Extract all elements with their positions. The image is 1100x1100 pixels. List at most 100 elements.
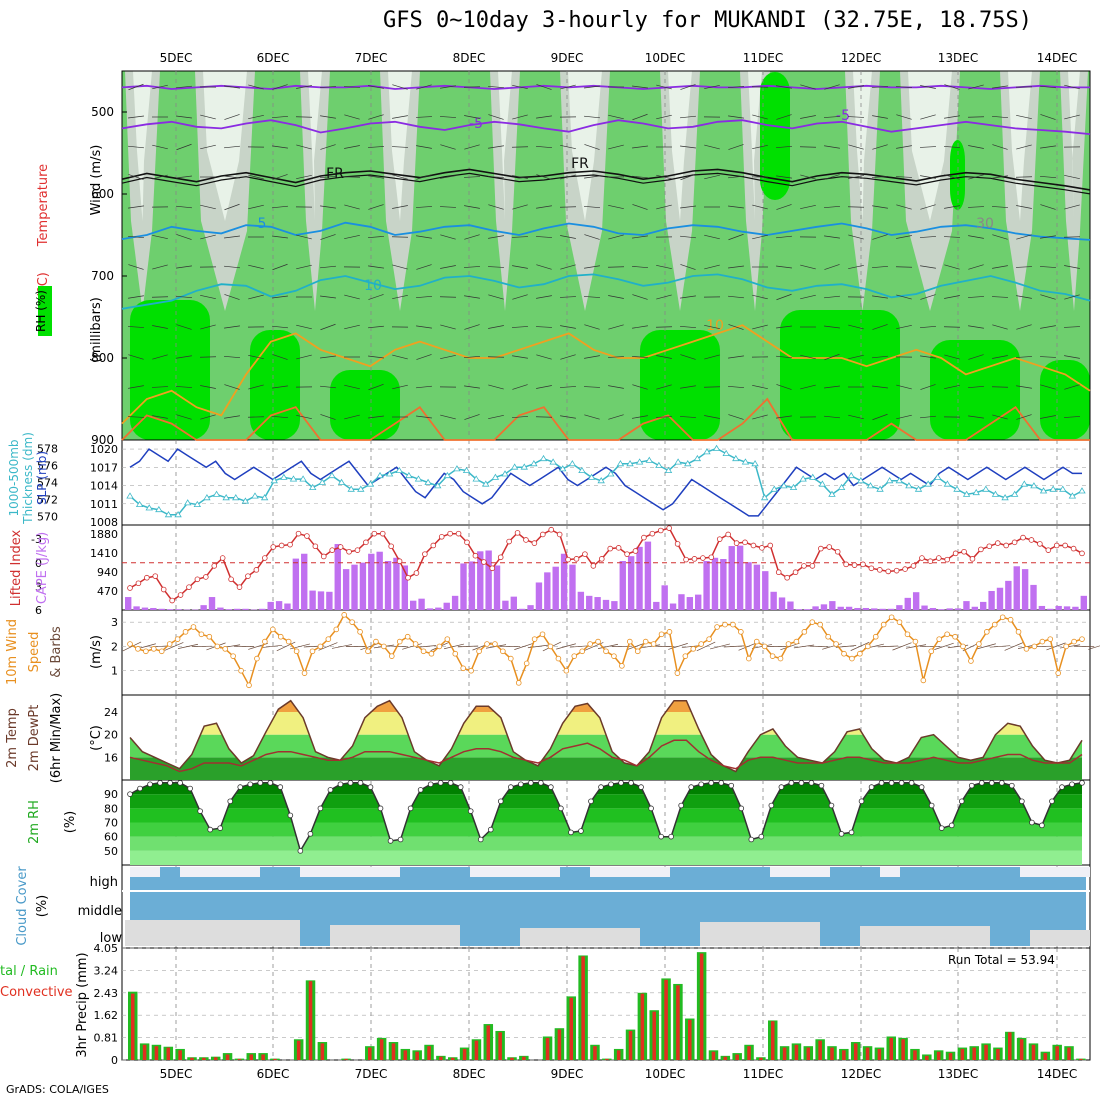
wind-speed-line-point <box>531 636 538 642</box>
rh-line-point <box>1019 798 1025 805</box>
wind-barb <box>248 84 264 90</box>
thickness-line-point <box>780 482 788 489</box>
thickness-line-point <box>405 471 413 479</box>
precip-convective-bar <box>676 985 680 1060</box>
wind-speed-line-point <box>833 641 839 647</box>
wind-barb <box>680 385 696 389</box>
wind-barb <box>704 174 720 180</box>
wind-speed-line-point <box>206 633 213 640</box>
precip-convective-bar <box>154 1046 159 1060</box>
li-line-point <box>531 540 538 546</box>
contour-label: FR <box>571 156 589 172</box>
wind-speed-line-point <box>254 655 260 662</box>
wind-barb <box>536 205 552 209</box>
wind-barb-10m <box>387 645 409 648</box>
wind-speed-line-point <box>809 619 816 625</box>
wind-barb <box>800 384 816 390</box>
rh-line-point <box>808 780 815 786</box>
thickness-line-point <box>434 482 442 489</box>
wind-barb <box>704 264 720 270</box>
li-line-point <box>582 551 588 557</box>
rh-area-group <box>130 782 1082 865</box>
wind-barb <box>824 235 840 239</box>
cape-bar <box>460 563 467 610</box>
rh-line-point <box>147 781 153 788</box>
thickness-line-point <box>568 460 577 467</box>
wind-speed-line-point <box>436 643 443 650</box>
wind-barb <box>367 235 385 239</box>
precip-convective-bar <box>711 1051 716 1060</box>
thickness-line-point <box>376 471 384 479</box>
x-tick-bottom: 14DEC <box>1037 1067 1077 1081</box>
li-line-point <box>641 534 647 541</box>
wind-barb <box>752 204 768 210</box>
wind-barb <box>655 416 673 418</box>
isotherm-15 <box>121 324 1091 425</box>
rh-line-point <box>538 780 544 786</box>
li-line-point <box>160 586 167 593</box>
wind-barb <box>127 235 145 239</box>
wind-barb <box>896 384 912 390</box>
precip-tick: 0.81 <box>94 1032 119 1045</box>
wind-barb <box>200 414 216 420</box>
li-line-point <box>1070 545 1077 552</box>
rh-line-point <box>387 838 394 844</box>
cape-bar <box>795 609 802 610</box>
wind-barb <box>152 325 168 329</box>
wind-speed-line-point <box>500 648 506 655</box>
cape-bar <box>929 607 937 610</box>
li-line-point <box>565 556 571 563</box>
x-tick-top: 7DEC <box>355 51 388 65</box>
wind-barb <box>488 294 504 300</box>
precip-convective-bar <box>984 1044 988 1060</box>
wind-barb <box>895 86 913 88</box>
slp-tick: 1017 <box>90 461 118 474</box>
cape-bar <box>1013 566 1020 610</box>
thickness-line-point <box>693 454 702 462</box>
wind-speed-line-point <box>325 636 332 642</box>
wind-speed-line-point <box>1031 643 1038 650</box>
wind-barb <box>992 355 1008 359</box>
li-line-point <box>1079 550 1085 557</box>
wind-barb <box>632 325 648 329</box>
rh-line-point <box>648 805 654 812</box>
thickness-line-point <box>770 485 778 492</box>
cape-tick: 940 <box>97 566 118 579</box>
cape-bar <box>862 607 870 610</box>
wind-barb <box>679 416 697 418</box>
wind-barb <box>1064 384 1080 390</box>
thickness-line-point <box>635 458 644 465</box>
wind-barb <box>920 415 936 419</box>
rh-line-point <box>247 781 254 788</box>
precip-convective-bar <box>936 1051 941 1060</box>
cape-bar <box>661 585 668 610</box>
wind-barb <box>896 414 912 420</box>
x-tick-bottom: 10DEC <box>645 1067 685 1081</box>
wind-barb <box>559 206 577 208</box>
wind-barb <box>800 204 816 210</box>
wind-barb <box>776 175 792 179</box>
wind-barb <box>992 265 1008 269</box>
li-tick: -3 <box>31 533 42 546</box>
rh-moist-pocket <box>930 340 1020 440</box>
label-minmax: (6hr Min/Max) <box>49 693 64 783</box>
wind-barb <box>968 145 984 149</box>
wind-barb <box>463 86 481 88</box>
cape-bar <box>653 601 660 610</box>
wind-speed-line-point <box>571 653 578 659</box>
cloud-high-gap <box>1020 867 1090 877</box>
li-line-point <box>843 561 849 568</box>
rh-pale-plume <box>748 71 762 221</box>
wind-barb <box>776 293 792 301</box>
wind-speed-line-point <box>619 663 625 669</box>
cape-bar <box>703 561 710 610</box>
li-line-point <box>1003 542 1009 549</box>
wind-barb <box>943 146 961 148</box>
rh-pale-plume <box>908 71 952 221</box>
wind-speed-line-point <box>603 648 609 655</box>
precip-convective-bar <box>1008 1032 1012 1060</box>
wind-barb <box>968 325 984 329</box>
wind-speed-line-point <box>1039 638 1046 645</box>
li-line-point <box>203 574 209 580</box>
thickness-line-point <box>135 500 144 508</box>
